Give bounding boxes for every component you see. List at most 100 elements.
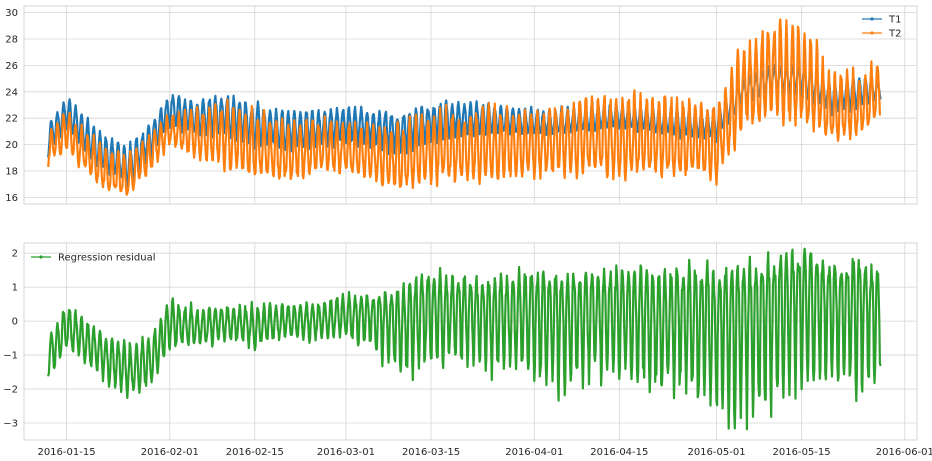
- series-point: [825, 356, 828, 359]
- series-point: [138, 391, 141, 394]
- series-point: [721, 407, 724, 410]
- series-point: [847, 276, 850, 279]
- series-point: [94, 169, 97, 172]
- series-point: [83, 163, 86, 167]
- series-point: [142, 344, 145, 347]
- series-point: [814, 278, 817, 281]
- series-point: [457, 100, 460, 104]
- series-point: [759, 72, 763, 75]
- series-point: [287, 129, 290, 132]
- series-point: [546, 329, 549, 332]
- series-point: [488, 284, 491, 287]
- series-point: [67, 318, 70, 321]
- series-point: [267, 145, 270, 148]
- series-point: [501, 296, 504, 300]
- series-point: [96, 369, 99, 372]
- legend-marker: [870, 31, 874, 35]
- series-point: [426, 125, 429, 128]
- series-point: [60, 151, 63, 154]
- series-point: [402, 116, 405, 119]
- series-point: [58, 346, 61, 349]
- series-point: [247, 346, 250, 349]
- series-point: [187, 149, 190, 152]
- series-point: [420, 113, 423, 116]
- series-point: [442, 345, 445, 348]
- series-point: [140, 158, 143, 161]
- series-point: [608, 285, 611, 288]
- series-point: [142, 132, 145, 135]
- series-point: [397, 290, 400, 293]
- series-point: [275, 107, 278, 110]
- series-point: [404, 174, 407, 177]
- series-point: [409, 299, 413, 303]
- series-point: [163, 339, 166, 342]
- series-point: [364, 323, 367, 326]
- series-point: [369, 172, 372, 175]
- series-point: [756, 68, 759, 71]
- series-point: [302, 177, 305, 180]
- series-point: [519, 134, 522, 137]
- series-point: [107, 185, 110, 188]
- series-point: [617, 166, 620, 170]
- series-point: [521, 359, 524, 362]
- series-point: [245, 135, 248, 138]
- series-point: [80, 114, 83, 117]
- series-point: [306, 129, 309, 132]
- series-point: [533, 168, 537, 171]
- series-point: [807, 114, 810, 117]
- series-point: [675, 96, 679, 99]
- series-point: [236, 327, 239, 330]
- series-point: [708, 370, 711, 373]
- series-point: [240, 153, 243, 156]
- series-point: [178, 97, 181, 100]
- series-point: [459, 315, 462, 318]
- series-point: [98, 146, 101, 149]
- series-point: [530, 105, 533, 108]
- series-point: [174, 143, 177, 146]
- series-point: [513, 330, 516, 333]
- y-tick-label: 28: [5, 35, 18, 46]
- series-point: [100, 344, 103, 347]
- series-point: [72, 147, 75, 150]
- series-point: [665, 300, 668, 303]
- series-point: [262, 117, 265, 120]
- series-point: [366, 121, 369, 124]
- series-point: [171, 99, 174, 102]
- series-point: [151, 165, 154, 168]
- series-point: [278, 175, 281, 178]
- series-point: [765, 86, 768, 89]
- x-tick-label: 2016-05-15: [773, 447, 831, 458]
- series-point: [337, 118, 340, 121]
- series-point: [118, 352, 121, 356]
- series-point: [280, 125, 283, 128]
- series-point: [860, 312, 863, 315]
- series-point: [105, 140, 108, 143]
- series-point: [630, 378, 633, 381]
- series-point: [329, 108, 332, 111]
- series-point: [697, 166, 701, 169]
- series-point: [49, 145, 52, 148]
- series-point: [533, 364, 537, 367]
- series-point: [513, 153, 516, 156]
- series-point: [477, 322, 480, 325]
- series-point: [767, 251, 770, 254]
- series-point: [165, 99, 168, 102]
- series-point: [541, 296, 544, 299]
- series-point: [156, 372, 159, 375]
- series-point: [347, 106, 351, 109]
- series-point: [572, 272, 575, 275]
- series-point: [329, 122, 332, 125]
- series-point: [836, 131, 839, 134]
- series-point: [803, 247, 806, 250]
- series-point: [189, 114, 192, 118]
- series-point: [256, 307, 259, 311]
- series-point: [174, 342, 177, 345]
- series-point: [422, 159, 425, 162]
- series-point: [794, 397, 797, 400]
- series-point: [511, 107, 515, 110]
- series-point: [131, 378, 134, 381]
- series-point: [626, 101, 629, 104]
- series-point: [209, 125, 212, 128]
- series-point: [663, 96, 666, 99]
- series-point: [829, 103, 832, 106]
